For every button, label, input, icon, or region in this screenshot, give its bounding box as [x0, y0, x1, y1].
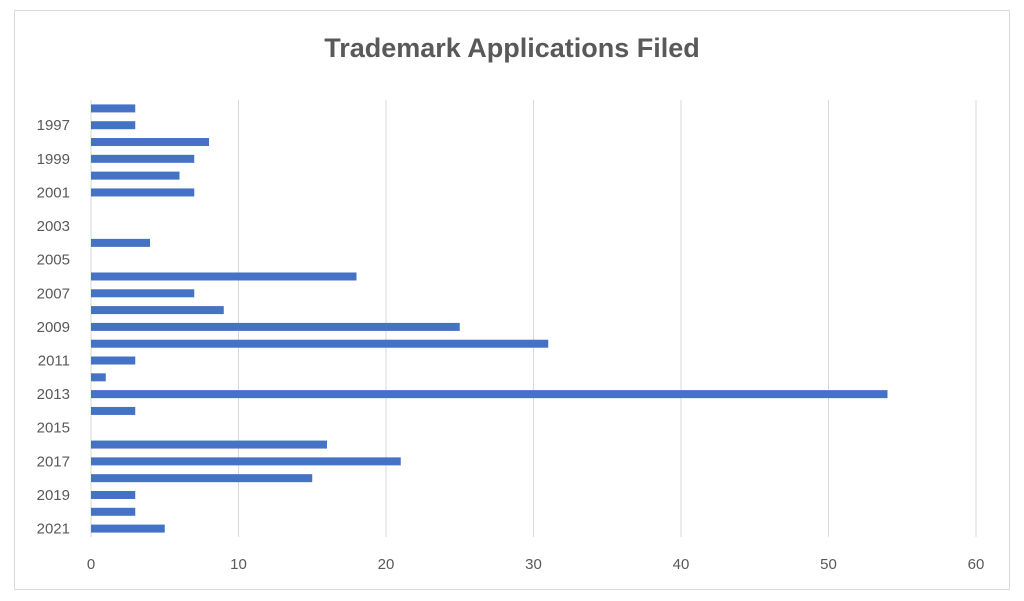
- bar: [91, 356, 136, 365]
- bar: [91, 272, 357, 281]
- chart-border: [14, 10, 1010, 590]
- bar: [91, 373, 106, 382]
- bar: [91, 457, 401, 466]
- y-tick-label: 1999: [37, 151, 70, 168]
- bar: [91, 440, 327, 449]
- y-tick-label: 2013: [37, 386, 70, 403]
- bar: [91, 507, 136, 516]
- bar: [91, 289, 195, 298]
- bar: [91, 390, 888, 399]
- bar: [91, 339, 549, 348]
- bar: [91, 406, 136, 415]
- bar: [91, 121, 136, 130]
- x-tick-label: 20: [378, 556, 395, 573]
- y-tick-label: 1997: [37, 117, 70, 134]
- bar: [91, 474, 313, 483]
- y-tick-label: 2003: [37, 218, 70, 235]
- y-tick-label: 2015: [37, 420, 70, 437]
- y-tick-label: 2009: [37, 319, 70, 336]
- x-tick-label: 0: [87, 556, 95, 573]
- bar: [91, 138, 209, 147]
- y-tick-label: 2019: [37, 487, 70, 504]
- x-tick-label: 40: [673, 556, 690, 573]
- chart-title: Trademark Applications Filed: [324, 33, 700, 63]
- bar: [91, 490, 136, 499]
- y-tick-label: 2021: [37, 521, 70, 538]
- y-tick-label: 2001: [37, 184, 70, 201]
- bar: [91, 171, 180, 180]
- y-tick-label: 2007: [37, 285, 70, 302]
- y-tick-label: 2017: [37, 453, 70, 470]
- bar: [91, 238, 150, 247]
- bar: [91, 188, 195, 197]
- bar: [91, 154, 195, 163]
- x-tick-label: 50: [820, 556, 837, 573]
- y-tick-label: 2011: [38, 352, 70, 369]
- x-tick-label: 10: [230, 556, 247, 573]
- x-tick-label: 60: [968, 556, 985, 573]
- bar: [91, 524, 165, 533]
- x-tick-label: 30: [525, 556, 542, 573]
- bar: [91, 306, 224, 315]
- bar: [91, 322, 460, 331]
- bar: [91, 104, 136, 113]
- y-tick-label: 2005: [37, 252, 70, 269]
